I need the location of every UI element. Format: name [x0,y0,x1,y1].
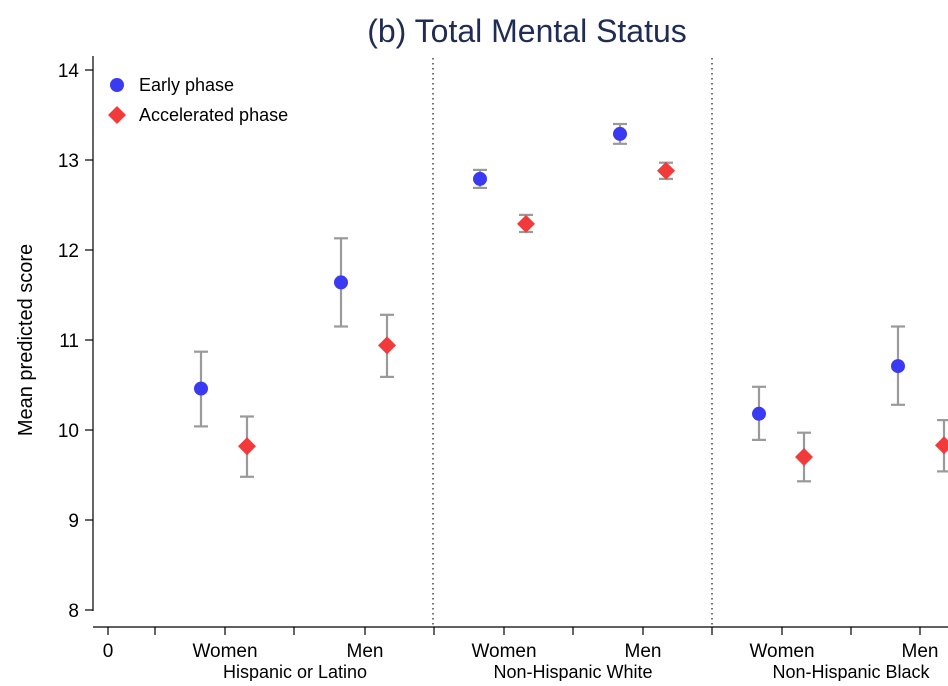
x-tick-label: Men [625,641,662,662]
early-phase-point [473,171,487,186]
x-group-label: Non-Hispanic Black [772,662,930,681]
error-bars [194,122,948,483]
y-tick-label: 10 [58,421,79,442]
early-phase-point [194,381,208,396]
accelerated-phase-point [795,448,813,466]
x-tick-label: Women [749,641,814,662]
accelerated-phase-point [657,161,675,180]
y-tick-label: 11 [59,331,79,352]
data-markers [194,126,948,466]
y-axis-label: Mean predicted score [15,244,37,436]
x-tick-label: Women [471,641,536,662]
y-tick-label: 9 [68,511,79,532]
legend-circle-icon [110,78,124,92]
early-phase-point [613,126,627,141]
early-phase-point [334,275,348,290]
legend: Early phase Accelerated phase [108,75,288,125]
x-tick-label: 0 [103,641,114,662]
chart-title: (b) Total Mental Status [367,13,687,49]
accelerated-phase-point [517,214,535,233]
accelerated-phase-point [238,437,256,456]
early-phase-point [752,406,766,421]
y-tick-label: 13 [58,151,79,172]
y-tick-label: 8 [68,601,79,622]
x-group-label: Non-Hispanic White [493,662,652,681]
legend-label: Early phase [139,75,234,95]
y-tick-label: 14 [58,61,80,82]
x-tick-label: Women [192,641,257,662]
early-phase-point [891,359,905,374]
legend-diamond-icon [108,106,126,124]
x-group-label: Hispanic or Latino [223,662,367,681]
legend-label: Accelerated phase [139,105,288,125]
legend-item: Accelerated phase [108,105,288,125]
legend-item: Early phase [110,75,234,95]
accelerated-phase-point [378,336,396,355]
accelerated-phase-point [935,436,948,455]
y-tick-label: 12 [58,241,79,262]
x-tick-label: Men [347,641,384,662]
group-separators [432,58,713,627]
x-tick-label: Men [902,641,939,662]
